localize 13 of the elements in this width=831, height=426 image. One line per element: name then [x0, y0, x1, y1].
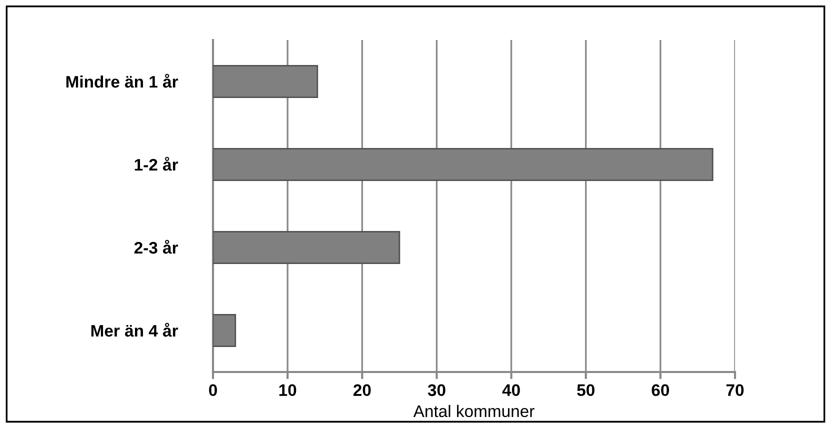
x-tick-label: 30	[428, 384, 446, 396]
x-tick-label: 0	[209, 384, 217, 396]
x-tick-label: 50	[577, 384, 594, 396]
x-tick-label: 40	[502, 384, 520, 396]
x-tick-label: 60	[652, 384, 670, 396]
x-tick-label: 70	[726, 384, 744, 396]
y-tick-label: 1-2 år	[134, 156, 178, 171]
y-tick-label: 2-3 år	[134, 240, 178, 254]
y-tick-label: Mer än 4 år	[91, 322, 178, 337]
y-tick-label: Mindre än 1 år	[66, 74, 178, 88]
x-tick-label: 20	[353, 384, 371, 396]
x-axis-title: Antal kommuner	[413, 404, 534, 418]
x-tick-label: 10	[279, 384, 296, 396]
